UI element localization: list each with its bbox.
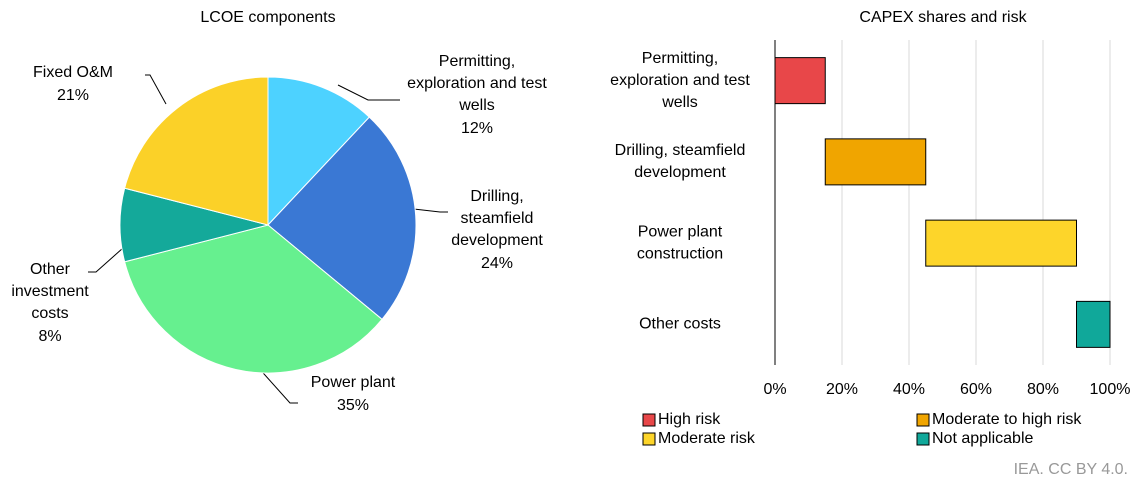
leader-line — [337, 84, 400, 101]
credit: IEA. CC BY 4.0. — [1014, 461, 1128, 478]
value-label: 8% — [38, 328, 61, 345]
legend-swatch — [916, 413, 930, 427]
bar — [774, 57, 826, 105]
leader-line — [255, 364, 298, 404]
legend-label: Moderate to high risk — [932, 411, 1082, 428]
legend-swatch — [916, 432, 930, 446]
x-tick-label: 20% — [826, 381, 858, 398]
label-line: Power plant — [638, 223, 723, 240]
bar — [1076, 300, 1111, 348]
legend-label: High risk — [658, 411, 721, 428]
label-line: exploration and test — [610, 72, 750, 89]
label-line: wells — [661, 94, 698, 111]
pie-slice — [124, 224, 383, 374]
label-line: construction — [637, 245, 723, 262]
label-line: wells — [458, 97, 495, 114]
pie-slice — [124, 76, 269, 226]
x-tick-label: 100% — [1090, 381, 1131, 398]
value-label: 12% — [461, 120, 493, 137]
leader-line — [145, 74, 167, 105]
leader-line — [404, 207, 448, 213]
label-line: development — [634, 164, 726, 181]
legend-label: Not applicable — [932, 430, 1034, 447]
label-line: Permitting, — [642, 50, 718, 67]
legend-label: Moderate risk — [658, 430, 756, 447]
label-line: Other costs — [639, 316, 721, 333]
label-line: exploration and test — [407, 75, 547, 92]
label-line: Fixed O&M — [33, 64, 113, 81]
label-line: steamfield — [461, 210, 534, 227]
x-tick-label: 80% — [1027, 381, 1059, 398]
label-line: Power plant — [311, 374, 396, 391]
x-tick-label: 40% — [893, 381, 925, 398]
x-tick-label: 0% — [763, 381, 786, 398]
pie-slice — [267, 116, 417, 321]
bar-title: CAPEX shares and risk — [859, 9, 1027, 26]
value-label: 35% — [337, 397, 369, 414]
x-tick-label: 60% — [960, 381, 992, 398]
leader-lines — [88, 74, 448, 404]
legend-swatch — [642, 413, 656, 427]
label-line: Other — [30, 261, 71, 278]
value-label: 24% — [481, 255, 513, 272]
label-line: Drilling, steamfield — [615, 142, 746, 159]
bar — [925, 219, 1077, 267]
pie-slice — [267, 76, 371, 227]
label-line: costs — [31, 305, 68, 322]
leader-line — [88, 247, 124, 273]
pie-title: LCOE components — [200, 9, 335, 26]
legend-swatch — [642, 432, 656, 446]
value-label: 21% — [57, 87, 89, 104]
label-line: development — [451, 232, 543, 249]
label-line: Drilling, — [470, 188, 523, 205]
bar — [824, 138, 927, 186]
label-line: investment — [11, 283, 89, 300]
label-line: Permitting, — [439, 53, 515, 70]
